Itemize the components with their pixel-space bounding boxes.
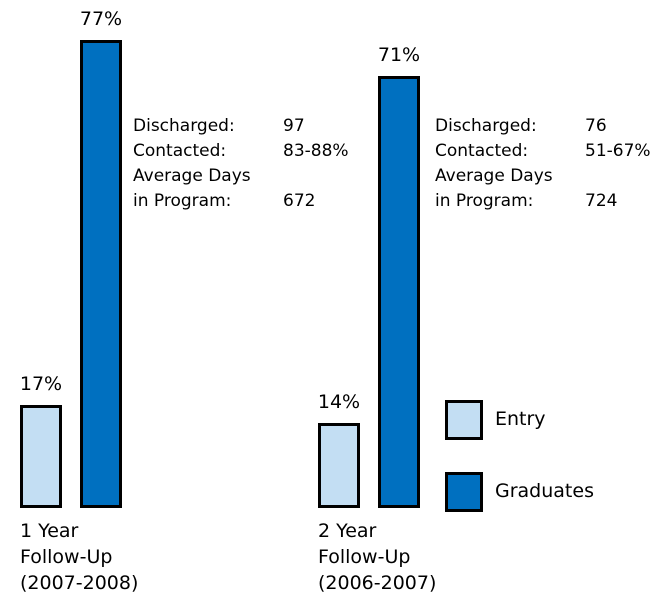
stats-block: Discharged: 76 Contacted: 51-67% Average Day…: [435, 114, 651, 214]
stat-label: Discharged:: [435, 116, 537, 136]
value-label: 71%: [377, 44, 421, 67]
stat-value: 76: [585, 116, 607, 136]
value-label: 77%: [79, 7, 123, 30]
stat-value: 83-88%: [283, 141, 349, 161]
stat-value: 724: [585, 191, 618, 211]
stat-value: 97: [283, 116, 305, 136]
category-label: 2 Year Follow-Up (2006-2007): [318, 520, 437, 594]
value-label: 14%: [317, 390, 361, 413]
bar: [20, 404, 62, 508]
stat-value: 672: [283, 191, 316, 211]
stat-value: 51-67%: [585, 141, 651, 161]
stat-label: Average Days in Program:: [435, 166, 553, 211]
bar: [378, 76, 420, 508]
value-label: 17%: [19, 372, 63, 395]
stats-block: Discharged: 97 Contacted: 83-88% Average Day…: [133, 114, 349, 214]
legend-swatch: [445, 472, 483, 512]
stat-label: Contacted:: [133, 141, 227, 161]
legend-swatch: [445, 400, 483, 440]
legend-label: Graduates: [495, 480, 594, 502]
stat-label: Contacted:: [435, 141, 529, 161]
bar: [80, 39, 122, 508]
stat-label: Average Days in Program:: [133, 166, 251, 211]
legend-label: Entry: [495, 408, 546, 430]
bar: [318, 422, 360, 508]
stat-label: Discharged:: [133, 116, 235, 136]
category-label: 1 Year Follow-Up (2007-2008): [20, 520, 139, 594]
